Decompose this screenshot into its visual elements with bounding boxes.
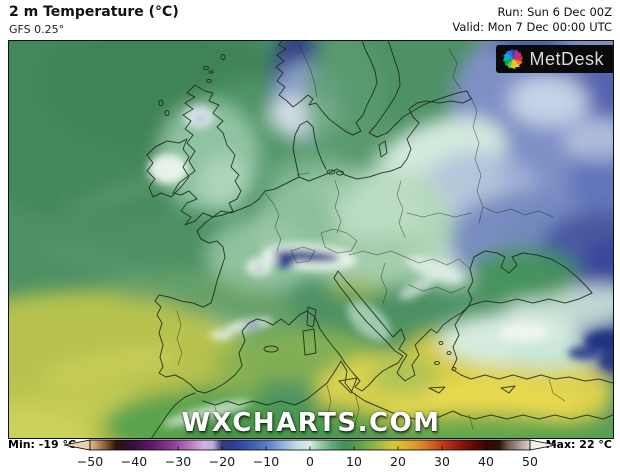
- svg-text:20: 20: [390, 454, 406, 469]
- svg-text:40: 40: [478, 454, 494, 469]
- svg-text:10: 10: [346, 454, 362, 469]
- valid-label: Valid: Mon 7 Dec 00:00 UTC: [452, 20, 612, 34]
- temperature-map-image: [9, 41, 613, 438]
- svg-text:−20: −20: [209, 454, 235, 469]
- watermark: WXCHARTS.COM: [181, 408, 441, 438]
- map-canvas: WXCHARTS.COM MetDesk: [8, 40, 614, 439]
- svg-text:0: 0: [306, 454, 314, 469]
- country-borders: [176, 44, 566, 436]
- svg-text:−10: −10: [253, 454, 279, 469]
- coastlines: [146, 41, 613, 438]
- svg-text:−50: −50: [77, 454, 103, 469]
- scalebar-ticks: −50 −40 −30 −20 −10 0 10 20 30 40 50: [77, 446, 538, 469]
- max-value-label: Max: 22 °C: [545, 438, 612, 451]
- svg-text:−40: −40: [121, 454, 147, 469]
- svg-text:30: 30: [434, 454, 450, 469]
- scalebar-right-arrow: [529, 439, 557, 451]
- model-label: GFS 0.25°: [9, 23, 65, 36]
- svg-text:−30: −30: [165, 454, 191, 469]
- min-value-label: Min: -19 °C: [8, 438, 77, 451]
- metdesk-pinwheel-icon: [503, 48, 524, 70]
- run-label: Run: Sun 6 Dec 00Z: [497, 5, 612, 19]
- metdesk-logo-text: MetDesk: [529, 48, 604, 69]
- scalebar-left-arrow: [63, 439, 91, 451]
- metdesk-logo: MetDesk: [496, 45, 613, 73]
- temperature-scalebar: −50 −40 −30 −20 −10 0 10 20 30 40 50: [63, 439, 557, 469]
- page-title: 2 m Temperature (°C): [9, 4, 179, 20]
- svg-text:50: 50: [522, 454, 538, 469]
